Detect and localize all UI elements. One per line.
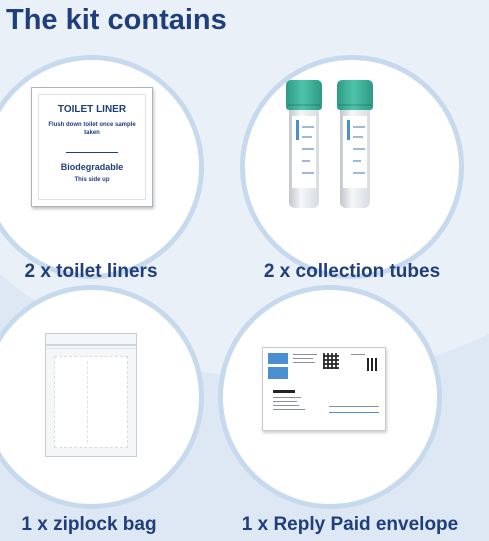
liner-title: TOILET LINER (57, 104, 127, 115)
qr-code-icon (323, 353, 339, 369)
toilet-liner-image: TOILET LINER Flush down toilet once samp… (31, 87, 153, 207)
envelope-badge (268, 367, 288, 379)
envelope-badge (268, 353, 288, 364)
bag-seal (46, 344, 136, 346)
tube-label (292, 116, 316, 188)
tube-body (340, 110, 370, 208)
caption-ziplock-bag: 1 x ziplock bag (21, 514, 157, 535)
tube-cap (286, 80, 322, 110)
ziplock-bag-circle (0, 285, 204, 509)
envelope-redaction (273, 390, 295, 393)
liner-biodegradable: Biodegradable (60, 162, 124, 172)
collection-tube-right (337, 80, 373, 208)
liner-border (38, 94, 146, 200)
bag-pocket (54, 356, 128, 448)
postal-barcode-icon (367, 358, 379, 376)
caption-collection-tubes: 2 x collection tubes (263, 261, 441, 282)
tube-label (343, 116, 367, 188)
tube-cap (337, 80, 373, 110)
liner-subtitle: Flush down toilet once sample taken (48, 122, 136, 136)
liner-divider (66, 152, 118, 153)
caption-reply-paid-envelope: 1 x Reply Paid envelope (241, 514, 459, 535)
caption-toilet-liners: 2 x toilet liners (24, 261, 158, 282)
page-title: The kit contains (6, 4, 227, 36)
collection-tube-left (286, 80, 322, 208)
tube-body (289, 110, 319, 208)
reply-paid-envelope-image (262, 347, 386, 431)
liner-side-note: This side up (74, 177, 110, 183)
ziplock-bag-image (45, 333, 137, 457)
